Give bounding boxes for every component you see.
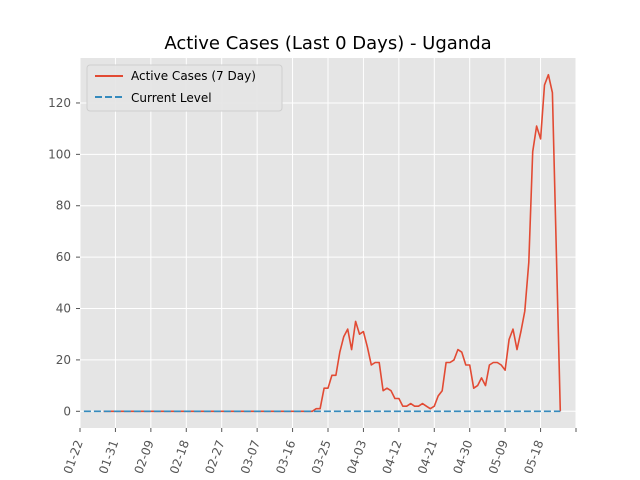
- x-tick-label: 03-16: [273, 438, 298, 476]
- x-tick-label: 04-21: [415, 438, 440, 476]
- legend-label-active-cases: Active Cases (7 Day): [131, 69, 256, 83]
- y-tick-label: 0: [63, 404, 71, 418]
- x-tick-label: 02-27: [202, 438, 227, 476]
- x-tick-label: 04-03: [344, 438, 369, 476]
- x-tick-label: 02-09: [132, 438, 157, 476]
- legend: Active Cases (7 Day) Current Level: [86, 64, 283, 112]
- series-lines: [83, 73, 562, 413]
- x-tick-label: 02-18: [167, 438, 192, 476]
- y-tick-label: 20: [56, 353, 71, 367]
- x-tick-label: 01-31: [96, 438, 121, 476]
- series-line-0: [103, 73, 562, 413]
- y-tick-label: 60: [56, 250, 71, 264]
- x-tick-label: 04-30: [450, 438, 475, 476]
- x-tick-label: 01-22: [61, 438, 86, 476]
- chart-title: Active Cases (Last 0 Days) - Uganda: [164, 33, 491, 54]
- y-axis: 0 20 40 60 80 100 120: [48, 96, 80, 418]
- y-tick-label: 40: [56, 302, 71, 316]
- y-tick-label: 100: [48, 147, 71, 161]
- y-tick-label: 120: [48, 96, 71, 110]
- x-tick-label: 05-18: [521, 438, 546, 476]
- legend-box: [86, 64, 283, 112]
- x-tick-label: 04-12: [380, 438, 405, 476]
- x-tick-label: 03-07: [238, 438, 263, 476]
- x-axis: 01-22 01-31 02-09 02-18 02-27 03-07 03-16 03-25…: [61, 428, 577, 476]
- legend-label-current-level: Current Level: [131, 91, 212, 105]
- y-tick-label: 80: [56, 199, 71, 213]
- x-tick-label: 05-09: [486, 438, 511, 476]
- x-tick-label: 03-25: [309, 438, 334, 476]
